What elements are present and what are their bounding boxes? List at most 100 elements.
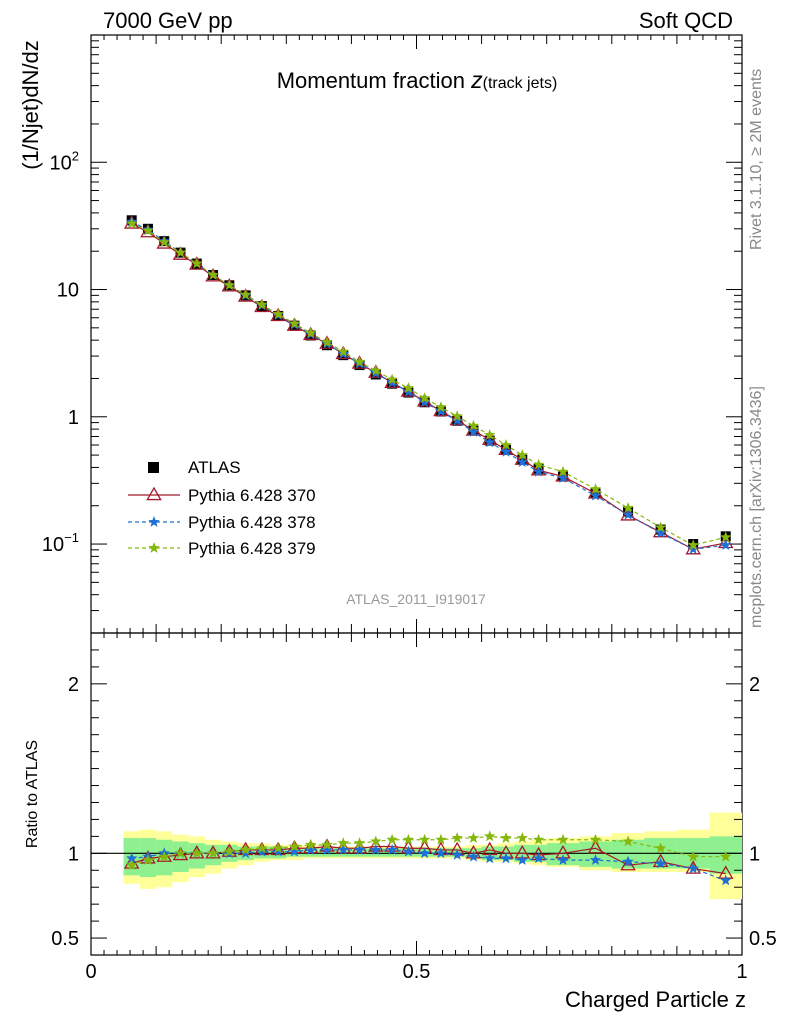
main-marker-p378 — [500, 445, 512, 457]
main-marker-p379 — [386, 373, 398, 385]
x-tick-label: 0.5 — [403, 961, 431, 983]
ratio-marker-p370 — [270, 841, 286, 856]
ratio-marker-p378 — [467, 850, 480, 862]
main-marker-p379 — [272, 308, 284, 319]
ratio-marker-p379 — [288, 840, 301, 852]
main-marker-p379 — [435, 401, 447, 412]
band-inner-bin — [188, 843, 205, 869]
main-marker-p379 — [142, 224, 154, 236]
ratio-marker-p379 — [174, 847, 187, 859]
ratio-marker-p379 — [622, 835, 634, 847]
rivet-version-label: Rivet 3.1.10, ≥ 2M events — [748, 69, 765, 250]
ratio-marker-p379 — [435, 833, 447, 845]
analysis-watermark: ATLAS_2011_I919017 — [346, 591, 486, 607]
main-marker-p379 — [174, 246, 187, 258]
main-line-p379 — [131, 222, 726, 546]
y-tick-label: 1 — [68, 407, 79, 429]
ratio-marker-p378 — [654, 857, 667, 869]
ratio-y-tick-label-right: 2 — [749, 674, 760, 696]
ratio-marker-p378 — [126, 852, 138, 864]
y-tick-label: 10 — [57, 280, 79, 302]
y-tick-label: 10−1 — [42, 530, 79, 556]
ratio-marker-p370 — [302, 839, 319, 854]
x-tick-label: 0 — [85, 961, 96, 983]
ratio-marker-p378 — [272, 845, 284, 857]
main-marker-p378 — [402, 385, 415, 397]
ratio-marker-p378 — [288, 845, 301, 857]
main-marker-p378 — [516, 456, 528, 467]
x-tick-label: 1 — [736, 961, 747, 983]
main-marker-p379 — [256, 298, 268, 310]
main-marker-p370 — [555, 468, 571, 482]
ratio-marker-p370 — [351, 839, 368, 854]
main-marker-p379 — [239, 288, 252, 300]
ratio-y-tick-label: 2 — [68, 674, 79, 696]
main-marker-p378 — [386, 376, 398, 388]
ratio-marker-p378 — [402, 845, 415, 857]
main-marker-p378 — [532, 465, 545, 477]
ratio-marker-p378 — [557, 854, 569, 865]
header-process: Soft QCD — [639, 8, 733, 33]
ratio-marker-p379 — [402, 833, 415, 845]
main-marker-p379 — [288, 317, 301, 329]
main-marker-p379 — [687, 539, 699, 550]
ratio-marker-p370 — [652, 853, 669, 867]
ratio-marker-p379 — [500, 832, 512, 843]
main-marker-p379 — [484, 428, 496, 440]
main-marker-p379 — [516, 449, 528, 460]
header-energy: 7000 GeV pp — [103, 8, 233, 33]
ratio-marker-p379 — [516, 832, 528, 843]
ratio-series-layer — [123, 830, 734, 886]
ratio-y-tick-label: 1 — [68, 843, 79, 865]
ratio-marker-p379 — [353, 837, 366, 848]
main-marker-p378 — [484, 436, 496, 448]
y-axis-label: (1/Njet)dN/dz — [18, 40, 43, 170]
main-marker-p379 — [337, 345, 349, 357]
main-marker-p379 — [557, 465, 569, 477]
ratio-marker-p378 — [370, 843, 382, 855]
legend-label-p370: Pythia 6.428 370 — [188, 486, 316, 505]
ratio-y-tick-label: 0.5 — [51, 928, 79, 950]
ratio-uncertainty-bands — [91, 812, 742, 900]
ratio-marker-p379 — [386, 833, 398, 845]
ratio-marker-p379 — [687, 850, 699, 862]
ratio-marker-p379 — [337, 837, 349, 848]
main-marker-p378 — [654, 527, 667, 538]
main-marker-p378 — [467, 426, 480, 437]
main-marker-p379 — [321, 336, 333, 348]
ratio-marker-p370 — [620, 856, 636, 871]
main-marker-p379 — [451, 410, 463, 422]
main-marker-p379 — [305, 327, 317, 338]
ratio-y-tick-label-right: 1 — [749, 843, 760, 865]
ratio-marker-p378 — [589, 854, 602, 865]
ratio-marker-p378 — [687, 862, 699, 874]
ratio-marker-p379 — [589, 833, 602, 845]
main-marker-p378 — [557, 472, 569, 483]
ratio-marker-p379 — [557, 833, 569, 845]
main-marker-p378 — [720, 539, 732, 550]
ratio-marker-p379 — [272, 842, 284, 854]
main-marker-p378 — [687, 543, 699, 555]
ratio-marker-p378 — [418, 847, 431, 859]
legend-label-p379: Pythia 6.428 379 — [188, 539, 316, 558]
ratio-marker-p378 — [353, 843, 366, 855]
legend-label-atlas: ATLAS — [188, 458, 241, 477]
band-inner-bin — [318, 848, 336, 857]
ratio-marker-p379 — [654, 842, 667, 854]
ratio-marker-p379 — [126, 859, 138, 870]
ratio-marker-p379 — [191, 847, 203, 859]
main-marker-p379 — [589, 483, 602, 494]
main-marker-p379 — [622, 502, 634, 513]
ratio-marker-p378 — [622, 855, 634, 867]
main-marker-p370 — [465, 422, 482, 436]
ratio-marker-p379 — [305, 838, 317, 850]
main-marker-p379 — [654, 521, 667, 533]
main-marker-p379 — [223, 279, 235, 291]
mcplots-reference-label: mcplots.cern.ch [arXiv:1306.3436] — [748, 386, 765, 628]
main-marker-p378 — [622, 508, 634, 520]
ratio-marker-p370 — [140, 850, 156, 864]
ratio-marker-p378 — [321, 843, 333, 855]
band-inner-bin — [383, 848, 401, 857]
ratio-marker-p379 — [484, 830, 496, 842]
